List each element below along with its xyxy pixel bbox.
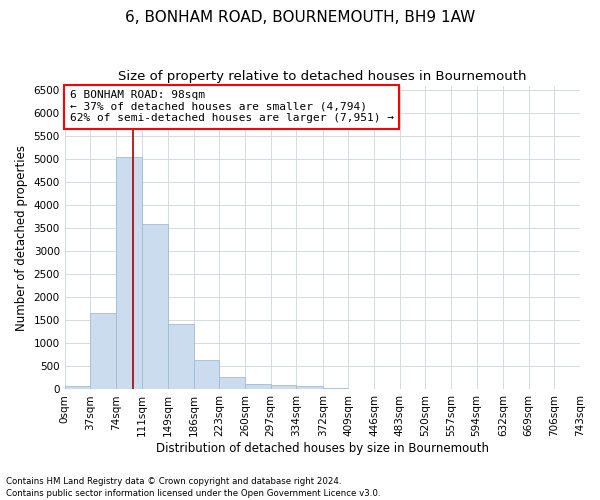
- Y-axis label: Number of detached properties: Number of detached properties: [15, 144, 28, 330]
- Bar: [271, 385, 296, 390]
- Title: Size of property relative to detached houses in Bournemouth: Size of property relative to detached ho…: [118, 70, 527, 83]
- Bar: [296, 386, 323, 390]
- Bar: [245, 384, 271, 390]
- Text: 6 BONHAM ROAD: 98sqm
← 37% of detached houses are smaller (4,794)
62% of semi-de: 6 BONHAM ROAD: 98sqm ← 37% of detached h…: [70, 90, 394, 124]
- Bar: [91, 314, 116, 390]
- Text: Contains HM Land Registry data © Crown copyright and database right 2024.
Contai: Contains HM Land Registry data © Crown c…: [6, 476, 380, 498]
- Text: 6, BONHAM ROAD, BOURNEMOUTH, BH9 1AW: 6, BONHAM ROAD, BOURNEMOUTH, BH9 1AW: [125, 10, 475, 25]
- Bar: [220, 377, 245, 390]
- Bar: [323, 388, 349, 390]
- Bar: [65, 386, 91, 390]
- X-axis label: Distribution of detached houses by size in Bournemouth: Distribution of detached houses by size …: [156, 442, 489, 455]
- Bar: [168, 324, 194, 390]
- Bar: [142, 224, 168, 390]
- Bar: [116, 157, 142, 390]
- Bar: [194, 360, 220, 390]
